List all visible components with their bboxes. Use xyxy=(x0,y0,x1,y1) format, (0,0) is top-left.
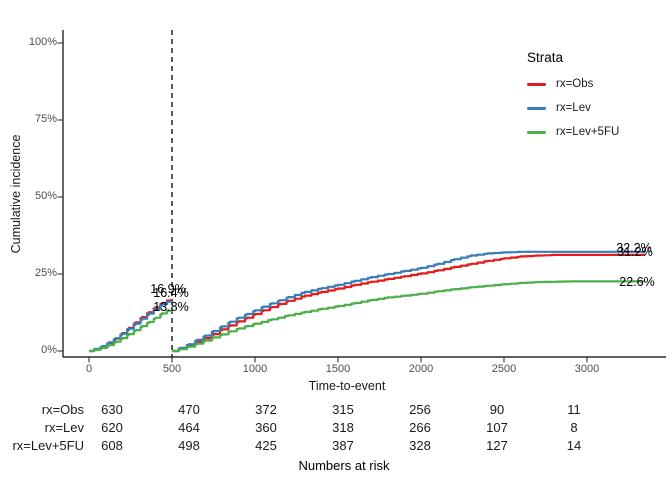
risk-value: 266 xyxy=(409,420,431,435)
y-axis-title: Cumulative incidence xyxy=(8,134,23,254)
risk-row-label: rx=Lev xyxy=(44,420,84,435)
end-label-lev5fu: 22.6% xyxy=(619,274,655,289)
risk-row-label: rx=Lev+5FU xyxy=(12,438,84,453)
legend-swatch-lev5fu-icon xyxy=(527,131,546,134)
x-axis-title: Time-to-event xyxy=(308,379,386,393)
risk-value: 256 xyxy=(409,402,431,417)
risk-row-label: rx=Obs xyxy=(41,402,84,417)
x-tick-1500: 1500 xyxy=(325,363,351,375)
risk-value: 8 xyxy=(570,420,578,435)
risk-value: 127 xyxy=(486,438,508,453)
y-tick-25: 25% xyxy=(34,267,57,279)
risk-value: 608 xyxy=(101,438,123,453)
x-tick-1000: 1000 xyxy=(242,363,268,375)
legend-item-obs: rx=Obs xyxy=(556,78,594,90)
legend-item-lev5fu: rx=Lev+5FU xyxy=(556,126,620,138)
landmark-label-obs: 16.9% xyxy=(150,281,186,296)
end-label-obs: 31.2% xyxy=(617,244,653,259)
y-tick-100: 100% xyxy=(28,36,57,48)
risk-value: 360 xyxy=(255,420,277,435)
y-tick-75: 75% xyxy=(34,113,57,125)
legend-swatch-lev-icon xyxy=(527,107,546,110)
risk-value: 620 xyxy=(101,420,123,435)
risk-value: 498 xyxy=(178,438,200,453)
landmark-label-lev5fu: 13.8% xyxy=(153,299,189,314)
y-tick-0: 0% xyxy=(41,344,57,356)
risk-value: 14 xyxy=(566,438,582,453)
risk-value: 470 xyxy=(178,402,200,417)
risk-value: 90 xyxy=(489,402,505,417)
legend-item-lev: rx=Lev xyxy=(556,102,591,114)
x-tick-3000: 3000 xyxy=(574,363,600,375)
end-label-lev: 32.2% xyxy=(616,240,652,255)
risk-value: 328 xyxy=(409,438,431,453)
x-tick-2500: 2500 xyxy=(491,363,517,375)
x-tick-2000: 2000 xyxy=(408,363,434,375)
risk-value: 630 xyxy=(101,402,123,417)
x-tick-0: 0 xyxy=(85,363,93,375)
risk-value: 107 xyxy=(486,420,508,435)
x-tick-500: 500 xyxy=(162,363,182,375)
risk-value: 425 xyxy=(255,438,277,453)
risk-value: 315 xyxy=(332,402,354,417)
landmark-label-lev: 16.4% xyxy=(153,285,189,300)
legend-title: Strata xyxy=(527,50,564,65)
legend-swatch-obs-icon xyxy=(527,83,546,86)
risk-value: 318 xyxy=(332,420,354,435)
y-tick-50: 50% xyxy=(34,190,57,202)
risk-value: 11 xyxy=(567,402,581,417)
risk-value: 464 xyxy=(178,420,200,435)
risk-value: 372 xyxy=(255,402,277,417)
risk-table-title: Numbers at risk xyxy=(298,458,390,473)
risk-value: 387 xyxy=(332,438,354,453)
